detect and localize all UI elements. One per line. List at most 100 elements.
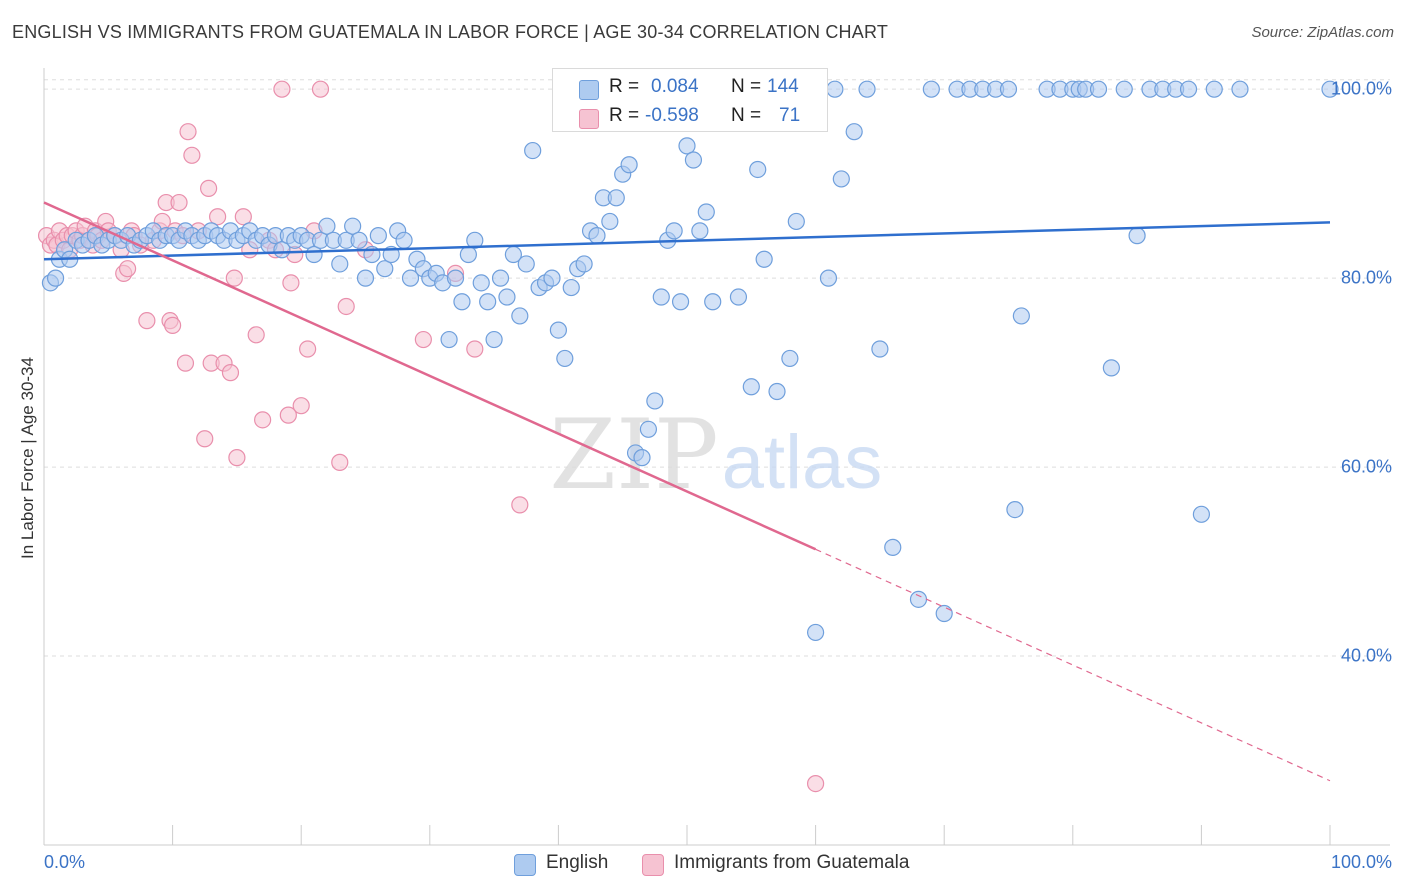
guatemala-n-value: 71 [779,105,801,126]
english-point [871,340,889,358]
english-point [826,80,844,98]
guatemala-point [170,193,188,212]
english-point [395,231,413,249]
english-point [1115,80,1133,98]
english-point [768,382,786,401]
guatemala-point [511,496,529,514]
english-point [498,288,516,306]
y-tick-label: 60.0% [1340,456,1392,477]
guatemala-point [196,430,214,448]
english-point [858,80,876,98]
english-n-value: 144 [767,76,799,97]
guatemala-point [183,146,201,164]
english-point [575,255,593,273]
guatemala-point [273,80,291,98]
english-point [1102,359,1120,377]
english-point [1089,80,1108,98]
english-point [350,231,368,249]
english-point [562,278,580,297]
y-tick-label: 100.0% [1330,78,1392,99]
stats-row-english: R = 0.084 N = 144 [553,73,827,103]
english-point [935,604,953,623]
english-point [543,269,561,287]
english-point [331,255,349,273]
guatemala-point [282,274,300,292]
english-point [491,269,510,287]
english-point [453,293,471,311]
english-point [806,623,825,642]
english-point [479,293,497,311]
english-point [781,349,799,368]
english-point [485,330,503,349]
guatemala-point [279,406,297,424]
guatemala-point [337,297,355,316]
english-point [909,590,928,608]
english-point [46,269,65,287]
english-point [704,293,722,311]
english-point [652,288,670,306]
english-point [446,269,465,287]
watermark-atlas: atlas [722,420,883,505]
guatemala-point [225,269,243,287]
english-point [466,231,484,249]
english-point [691,222,709,240]
english-n-label: N = [731,76,762,97]
guatemala-r-label: R = [609,105,640,126]
english-point [684,151,703,169]
english-point [787,212,805,231]
english-point [459,245,477,264]
english-swatch [579,80,599,100]
english-point [401,269,420,287]
y-tick-label: 80.0% [1340,267,1392,288]
english-point [633,449,651,467]
chart-title: ENGLISH VS IMMIGRANTS FROM GUATEMALA IN … [12,22,889,42]
english-point [665,222,683,240]
english-point [1321,80,1339,98]
legend-english-label: English [546,852,609,873]
english-point [1006,501,1024,519]
guatemala-point [118,260,137,278]
guatemala-point [466,340,484,358]
english-point [607,189,625,207]
legend-english-swatch [514,854,536,876]
x-tick-min: 0.0% [44,852,86,872]
y-tick-label: 40.0% [1340,645,1392,666]
english-point [472,274,490,292]
english-point [922,80,940,98]
axes [43,68,1390,846]
english-point [678,137,696,155]
english-point [999,80,1018,98]
english-point [729,288,748,306]
gridlines [44,79,1390,657]
trend-lines [43,201,1331,782]
guatemala-n-label: N = [731,105,762,126]
guatemala-swatch [579,109,599,129]
english-point [1179,80,1198,98]
guatemala-point [292,397,310,415]
english-point [440,330,458,349]
english-point [356,269,375,287]
guatemala-point [221,364,240,382]
english-point [305,245,323,264]
guatemala-r-value: -0.598 [645,105,699,126]
x-tick-max: 100.0% [1330,852,1392,872]
guatemala-point [179,123,197,141]
guatemala-point [176,354,195,372]
english-point [1205,80,1223,98]
guatemala-point [247,326,265,344]
english-point [273,241,291,259]
english-point [556,349,574,368]
stats-row-guatemala: R = -0.598 N = 71 [553,102,827,132]
guatemala-point [138,312,156,330]
guatemala-point [254,411,272,429]
series-english-points [41,80,1339,642]
guatemala-trend-line [43,201,817,551]
english-point [369,227,387,245]
english-point [1192,505,1211,523]
english-point [1128,227,1146,245]
english-point [819,269,838,287]
english-point [376,260,394,278]
legend-guatemala-swatch [642,854,664,876]
guatemala-point [200,179,218,197]
english-point [742,378,760,396]
